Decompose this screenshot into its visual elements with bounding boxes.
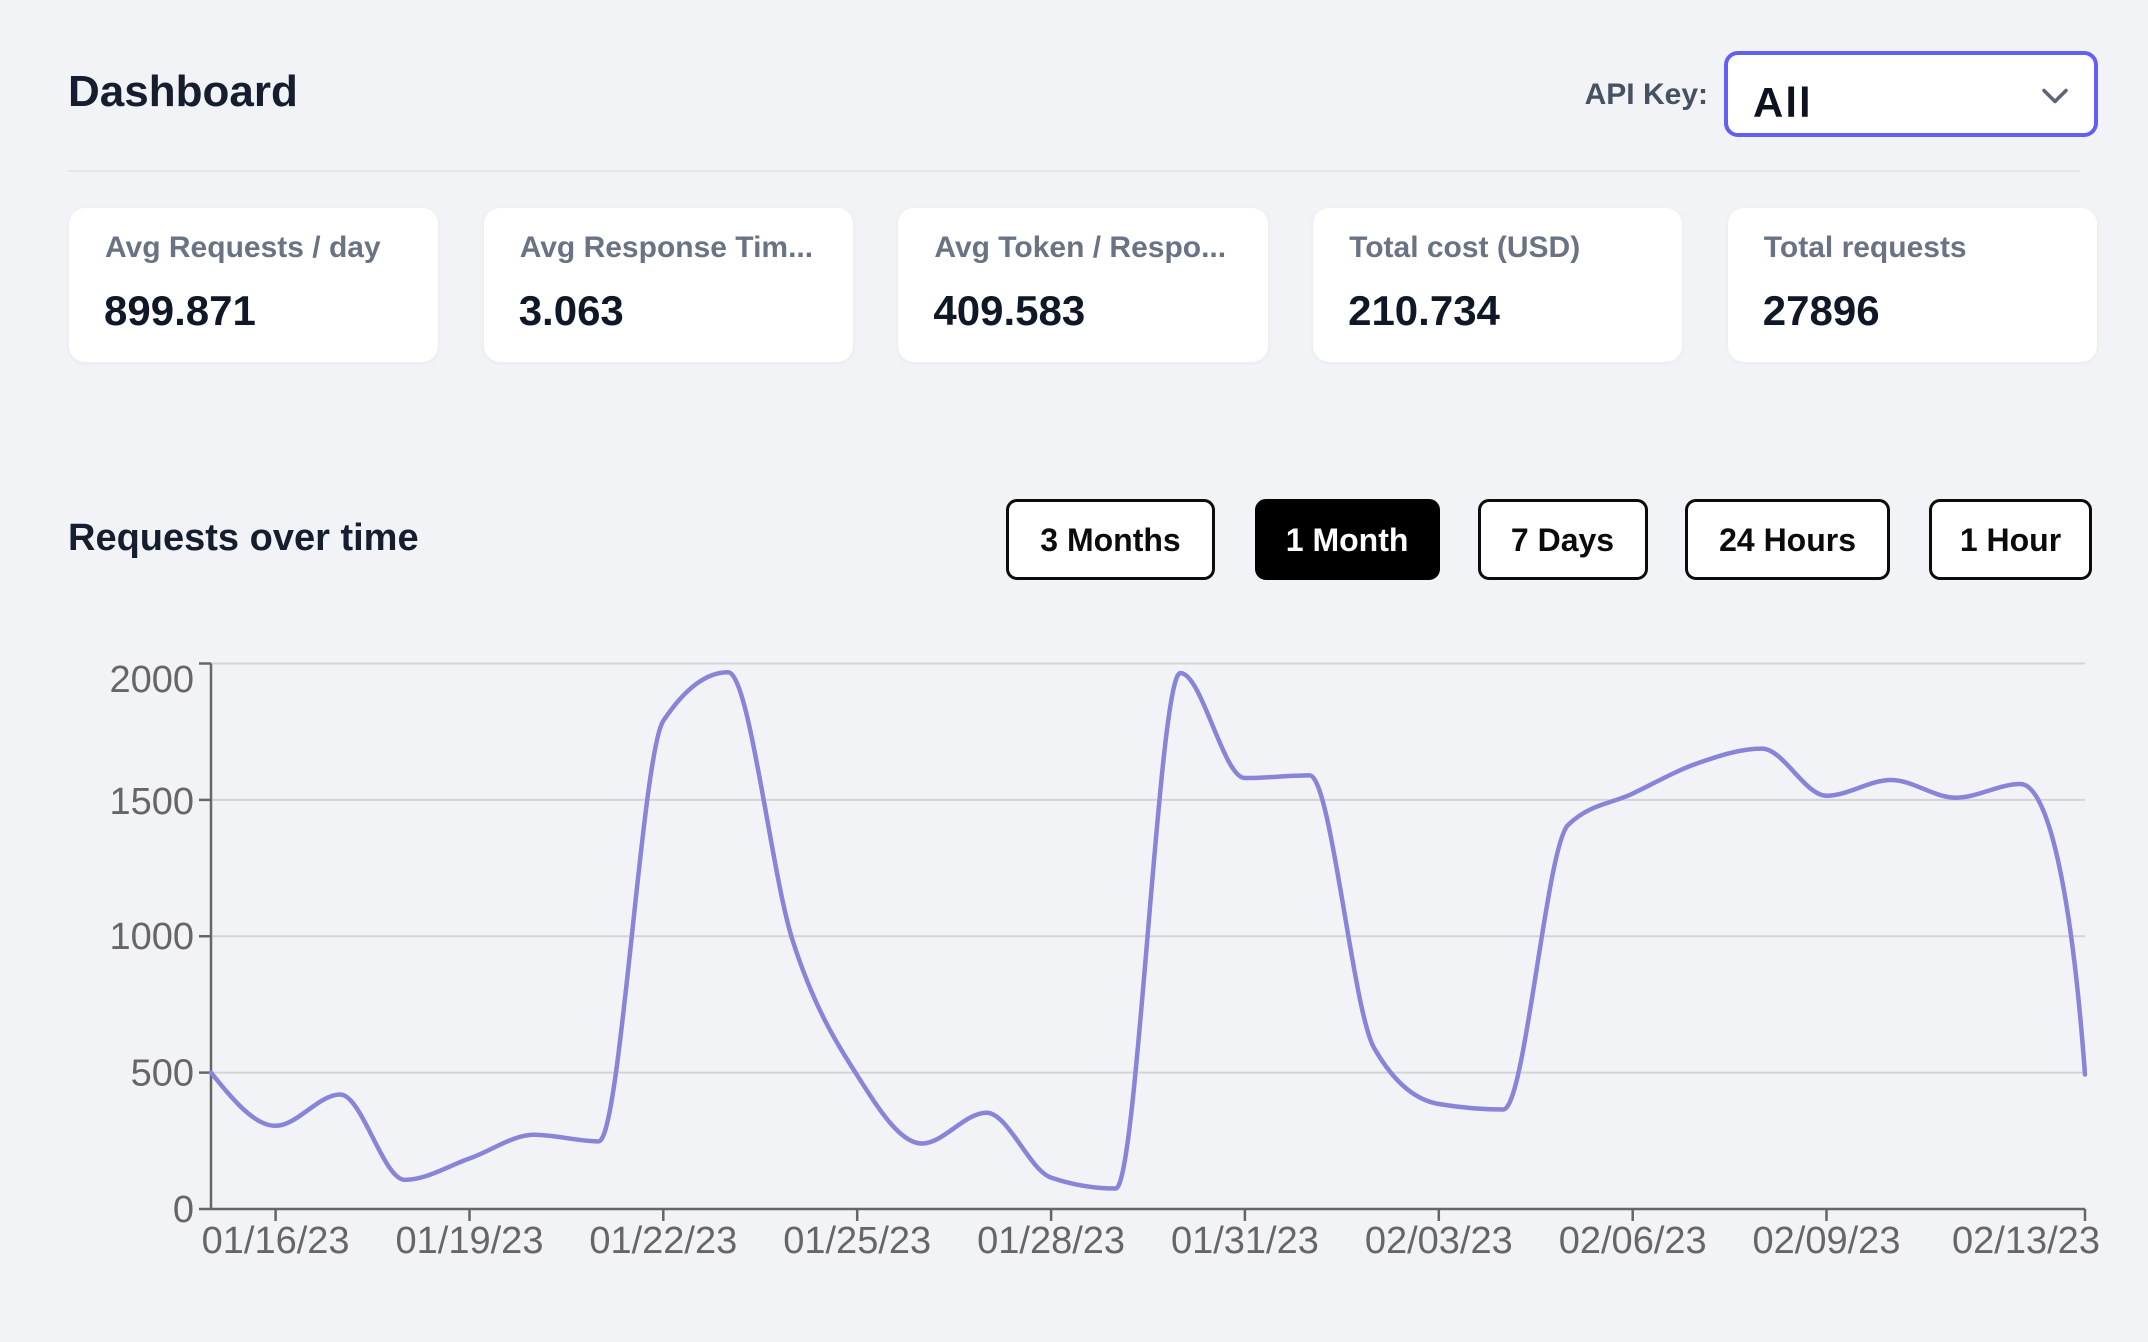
- svg-text:02/13/23: 02/13/23: [1952, 1220, 2100, 1262]
- svg-text:01/31/23: 01/31/23: [1171, 1220, 1319, 1262]
- svg-text:0: 0: [173, 1189, 194, 1231]
- svg-text:01/22/23: 01/22/23: [589, 1220, 737, 1262]
- svg-text:02/06/23: 02/06/23: [1559, 1220, 1707, 1262]
- svg-text:01/28/23: 01/28/23: [977, 1220, 1125, 1262]
- svg-text:02/03/23: 02/03/23: [1365, 1220, 1513, 1262]
- svg-text:01/25/23: 01/25/23: [783, 1220, 931, 1262]
- svg-text:1500: 1500: [109, 781, 194, 823]
- svg-text:500: 500: [131, 1053, 194, 1095]
- svg-text:01/19/23: 01/19/23: [396, 1220, 544, 1262]
- svg-text:01/16/23: 01/16/23: [202, 1220, 350, 1262]
- svg-text:2000: 2000: [109, 659, 194, 701]
- svg-text:1000: 1000: [109, 916, 194, 958]
- svg-text:02/09/23: 02/09/23: [1753, 1220, 1901, 1262]
